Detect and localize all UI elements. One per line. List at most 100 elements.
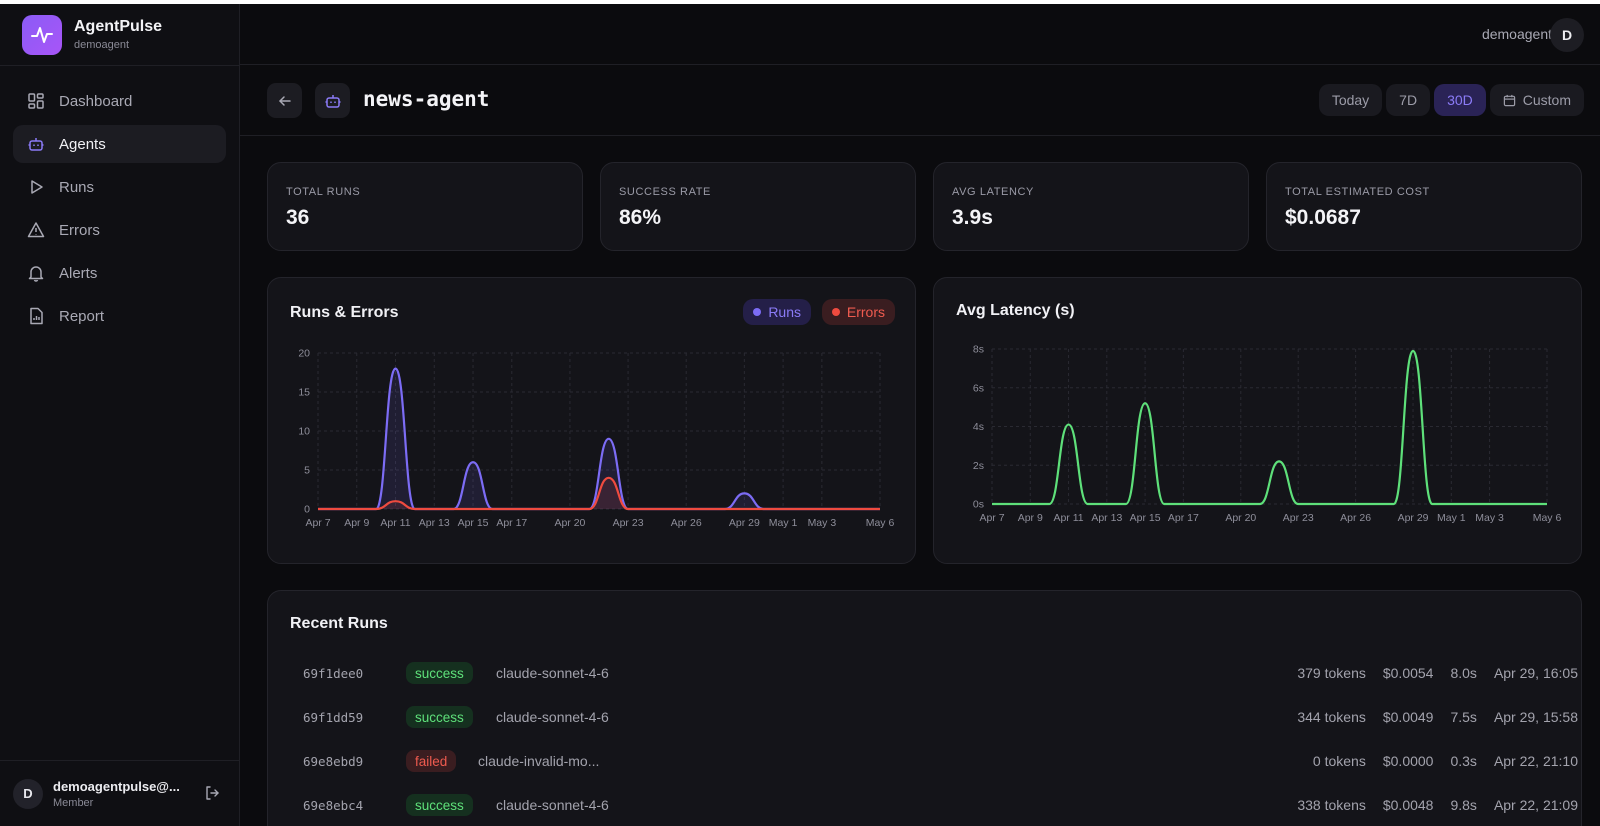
recent-runs-card: Recent Runs 69f1dee0 success claude-sonnet… <box>267 590 1582 826</box>
y-tick-label: 0 <box>304 504 310 516</box>
dashboard-icon <box>28 93 44 109</box>
sidebar-item-label: Agents <box>59 135 106 153</box>
table-row[interactable]: 69f1dd59 success claude-sonnet-4-6 344 toke… <box>268 698 1578 738</box>
run-model: claude-sonnet-4-6 <box>496 797 609 813</box>
user-email: demoagentpulse@... <box>53 778 180 794</box>
stat-value: 36 <box>286 206 310 229</box>
run-id: 69e8ebd9 <box>303 754 364 769</box>
run-model: claude-sonnet-4-6 <box>496 665 609 681</box>
stat-card-total-runs: TOTAL RUNS 36 <box>267 162 583 251</box>
table-row[interactable]: 69f1dee0 success claude-sonnet-4-6 379 toke… <box>268 654 1578 694</box>
run-tokens: 0 tokens <box>1312 753 1366 769</box>
range-7d-button[interactable]: 7D <box>1386 84 1431 116</box>
run-tokens: 379 tokens <box>1297 665 1366 681</box>
back-button[interactable] <box>267 83 302 118</box>
stat-label: AVG LATENCY <box>952 186 1034 198</box>
status-badge: success <box>406 662 473 684</box>
y-tick-label: 10 <box>298 426 310 438</box>
x-tick-label: Apr 29 <box>1398 512 1429 524</box>
run-latency: 7.5s <box>1450 709 1477 725</box>
run-meta: 0 tokens $0.0000 0.3s Apr 22, 21:10 <box>1296 753 1578 769</box>
top-username: demoagent <box>1481 26 1552 42</box>
run-time: Apr 29, 16:05 <box>1493 665 1578 681</box>
run-model: claude-sonnet-4-6 <box>496 709 609 725</box>
chart-title: Runs & Errors <box>290 304 399 321</box>
y-tick-label: 8s <box>973 344 984 356</box>
x-tick-label: Apr 26 <box>671 517 702 529</box>
run-latency: 9.8s <box>1450 797 1477 813</box>
x-tick-label: Apr 9 <box>1018 512 1043 524</box>
agent-header: news-agent Today 7D 30D Custom <box>240 66 1600 136</box>
status-badge: failed <box>406 750 457 772</box>
sidebar-item-agents[interactable]: Agents <box>13 125 226 163</box>
x-tick-label: Apr 29 <box>729 517 760 529</box>
stat-label: SUCCESS RATE <box>619 186 711 198</box>
sidebar-item-runs[interactable]: Runs <box>13 168 226 206</box>
stat-card-success-rate: SUCCESS RATE 86% <box>600 162 916 251</box>
legend-label: Runs <box>768 304 801 320</box>
table-row[interactable]: 69e8ebd9 failed claude-invalid-mo... 0 toke… <box>268 742 1578 782</box>
brand[interactable]: AgentPulse demoagent <box>0 4 239 66</box>
x-tick-label: May 6 <box>1533 512 1562 524</box>
x-tick-label: May 1 <box>769 517 798 529</box>
bot-icon <box>28 138 44 151</box>
legend-runs[interactable]: Runs <box>743 299 811 325</box>
bot-icon <box>325 94 340 108</box>
range-today-button[interactable]: Today <box>1318 84 1383 116</box>
y-tick-label: 2s <box>973 460 984 472</box>
legend-dot <box>831 308 840 316</box>
runs-errors-chart: 0 5 10 15 20 Apr 7 Apr 9 Apr 11 Apr 13 Apr 15 Apr … <box>298 348 894 530</box>
table-row[interactable]: 69e8ebc4 success claude-sonnet-4-6 338 toke… <box>268 786 1578 826</box>
y-tick-label: 4s <box>973 421 984 433</box>
calendar-icon <box>1503 94 1515 106</box>
legend-dot <box>753 308 762 316</box>
warning-icon <box>27 222 45 238</box>
run-cost: $0.0049 <box>1382 709 1434 725</box>
range-30d-button[interactable]: 30D <box>1434 84 1486 116</box>
x-tick-label: Apr 11 <box>1053 512 1083 524</box>
range-custom-label: Custom <box>1522 92 1571 108</box>
run-id: 69f1dee0 <box>303 666 364 681</box>
legend-errors[interactable]: Errors <box>821 299 895 325</box>
x-tick-label: Apr 15 <box>458 517 489 529</box>
status-badge: success <box>406 706 473 728</box>
stat-value: 86% <box>619 206 662 229</box>
pulse-logo-icon <box>22 14 62 55</box>
stat-label: TOTAL ESTIMATED COST <box>1285 186 1430 198</box>
stat-card-total-cost: TOTAL ESTIMATED COST $0.0687 <box>1266 162 1582 251</box>
y-tick-label: 5 <box>304 465 310 477</box>
run-tokens: 338 tokens <box>1297 797 1366 813</box>
sidebar-item-label: Alerts <box>59 264 98 282</box>
x-tick-label: May 3 <box>1475 512 1504 524</box>
time-range-selector: Today 7D 30D Custom <box>1318 84 1584 116</box>
sidebar-item-label: Report <box>59 307 105 325</box>
x-tick-label: Apr 20 <box>1225 512 1256 524</box>
run-latency: 8.0s <box>1450 665 1477 681</box>
sidebar-item-dashboard[interactable]: Dashboard <box>13 82 226 120</box>
logout-icon[interactable] <box>204 785 220 801</box>
section-title: Recent Runs <box>290 615 388 632</box>
agent-avatar <box>315 83 350 118</box>
top-avatar[interactable]: D <box>1550 18 1584 52</box>
stat-label: TOTAL RUNS <box>286 186 361 198</box>
bell-icon <box>28 266 44 282</box>
sidebar-item-label: Errors <box>59 221 100 239</box>
workspace-name: demoagent <box>74 39 130 51</box>
latency-chart: 0s 2s 4s 6s 8s Apr 7 Apr 9 Apr 11 Apr 13 Apr 15 Ap… <box>973 344 1562 525</box>
range-custom-button[interactable]: Custom <box>1489 84 1584 116</box>
runs-errors-chart-card: Runs & Errors Runs Errors 0 5 10 15 20 Apr 7 A… <box>267 277 916 564</box>
sidebar-item-alerts[interactable]: Alerts <box>13 254 226 292</box>
sidebar-item-label: Runs <box>59 178 95 196</box>
window-top-edge <box>0 0 1600 4</box>
x-tick-label: Apr 17 <box>496 517 527 529</box>
sidebar-item-errors[interactable]: Errors <box>13 211 226 249</box>
x-tick-label: Apr 11 <box>380 517 410 529</box>
sidebar-item-report[interactable]: Report <box>13 297 226 335</box>
user-profile[interactable]: D demoagentpulse@... Member <box>0 760 240 826</box>
run-time: Apr 22, 21:09 <box>1493 797 1578 813</box>
y-tick-label: 15 <box>298 387 310 399</box>
x-tick-label: May 1 <box>1437 512 1466 524</box>
x-tick-label: Apr 23 <box>613 517 644 529</box>
sidebar: AgentPulse demoagent Dashboard Agents Ru… <box>0 4 240 826</box>
page-title: news-agent <box>363 87 490 111</box>
